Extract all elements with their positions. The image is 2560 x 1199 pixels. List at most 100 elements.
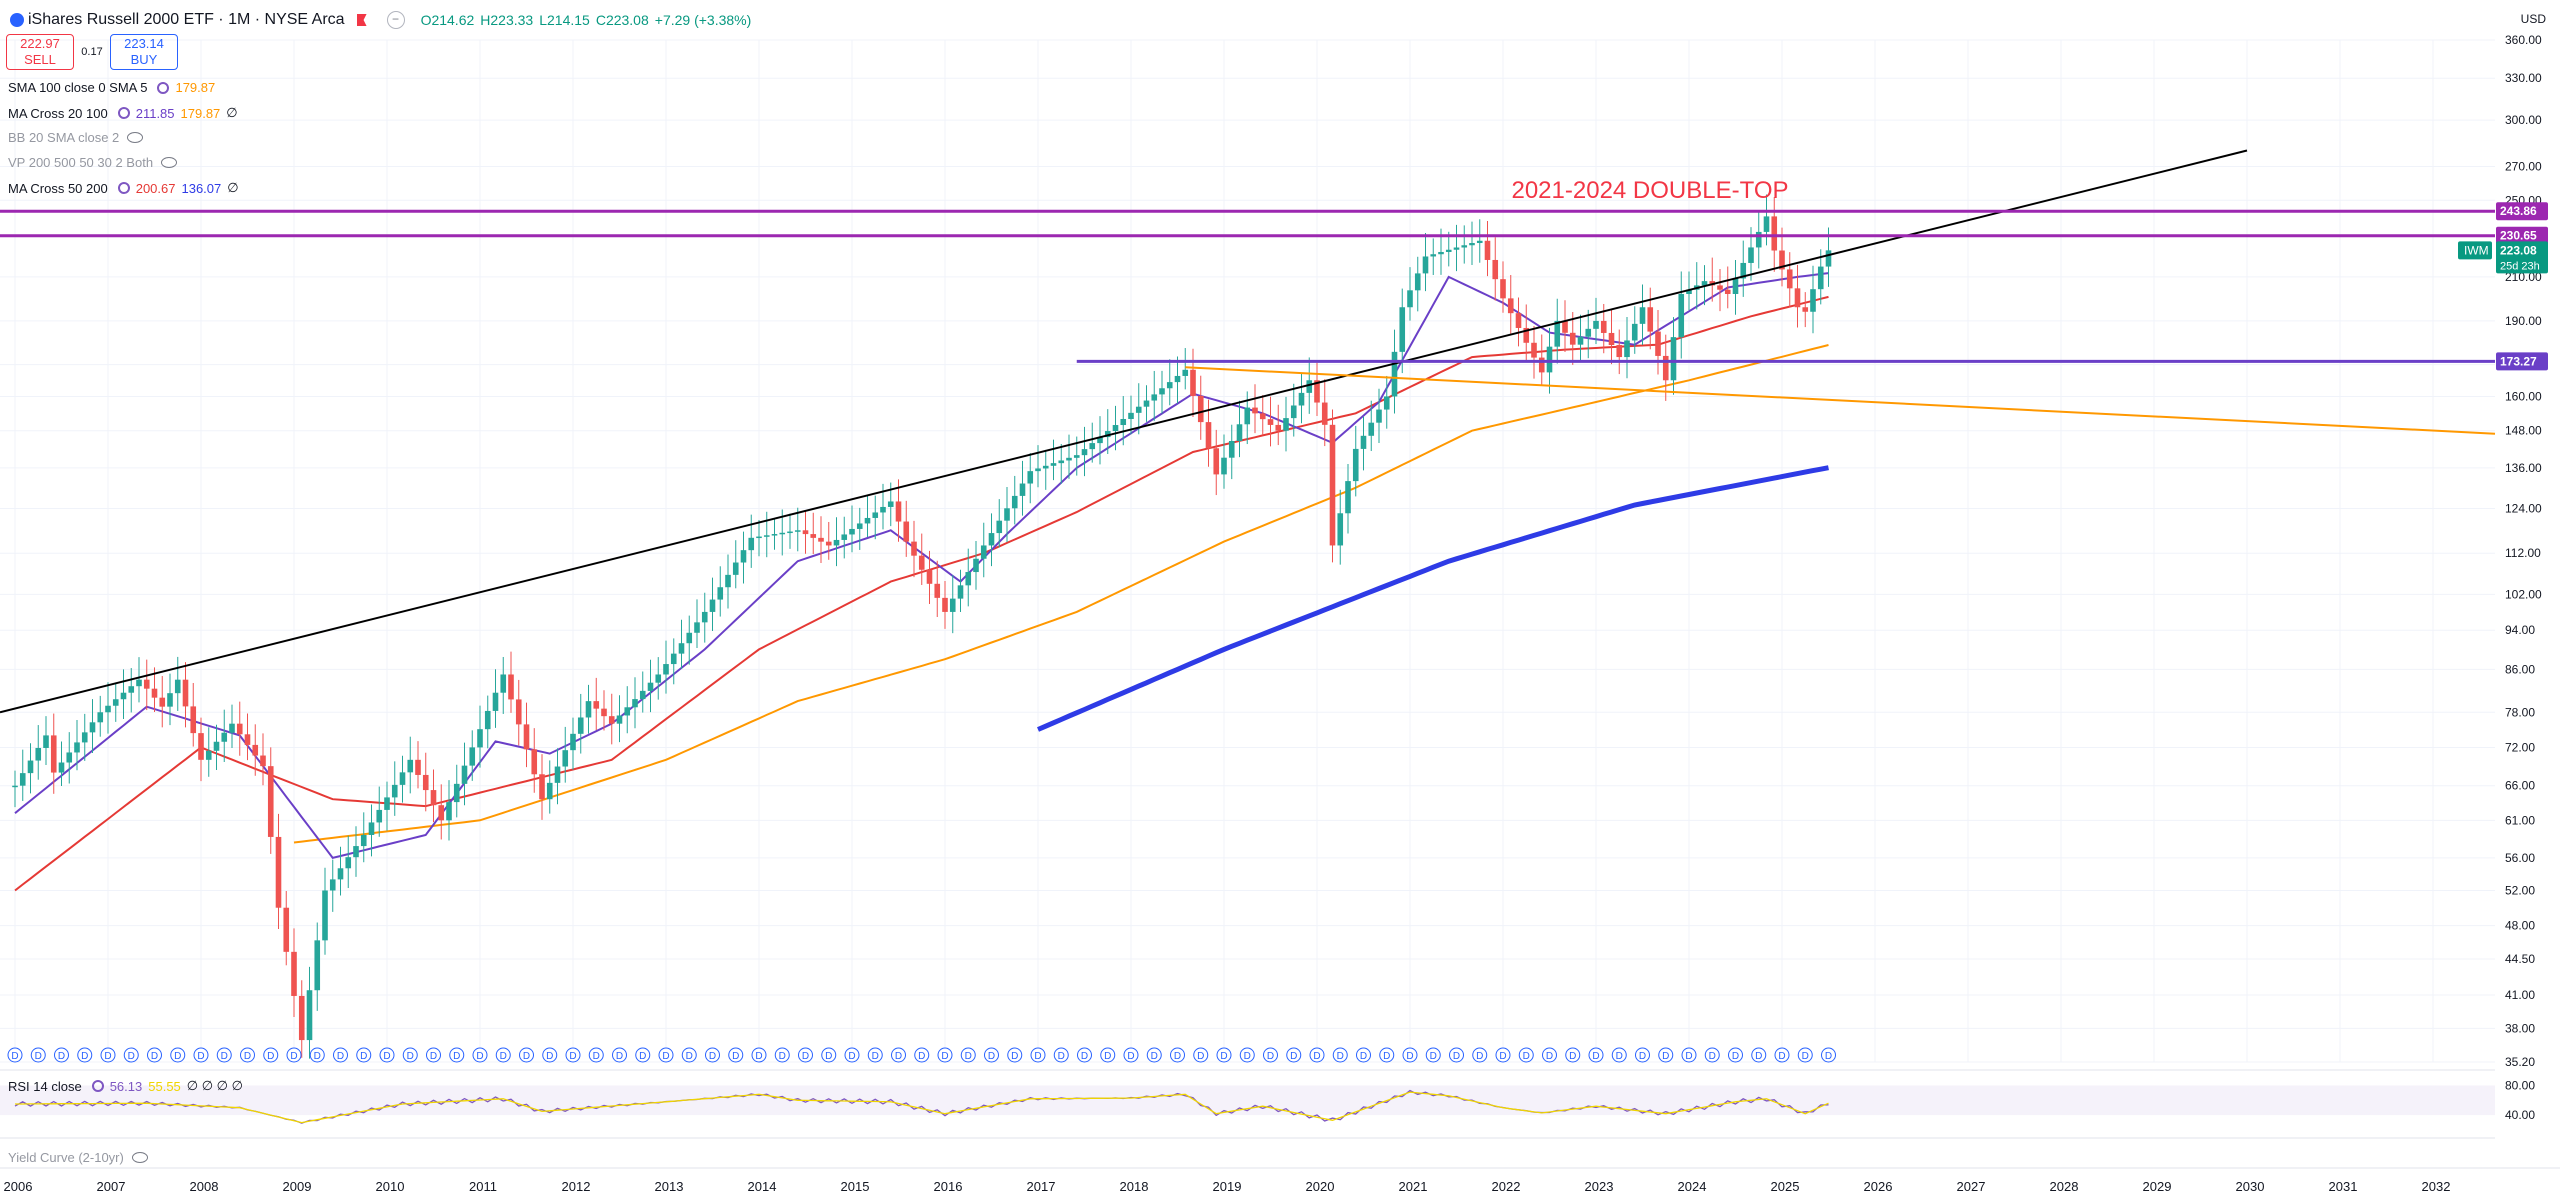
symbol-title[interactable]: iShares Russell 2000 ETF · 1M · NYSE Arc…	[28, 11, 345, 28]
candle-body	[1569, 332, 1576, 345]
dividend-marker	[937, 1047, 953, 1063]
candle-body	[1135, 406, 1142, 413]
dividend-marker	[1658, 1047, 1674, 1063]
candle-body	[391, 784, 398, 798]
candle-body	[903, 521, 910, 542]
time-tick-label: 2007	[97, 1179, 126, 1194]
time-tick-label: 2009	[283, 1179, 312, 1194]
currency-label[interactable]: USD	[2520, 12, 2546, 26]
settings-icon[interactable]	[117, 182, 130, 194]
candle-body	[112, 699, 119, 706]
candle-body	[647, 682, 654, 691]
dividend-marker	[728, 1047, 744, 1063]
yield-curve-legend[interactable]: Yield Curve (2-10yr)	[8, 1150, 148, 1165]
candle-body	[50, 735, 57, 773]
candle-body	[430, 790, 437, 806]
candle-body	[1445, 249, 1452, 252]
dividend-marker-label: D	[1337, 1051, 1344, 1062]
dividend-marker	[472, 1047, 488, 1063]
rsi-pane: 80.00 40.00	[0, 1069, 2535, 1139]
price-tick-label: 61.00	[2505, 813, 2535, 827]
sell-button[interactable]: 222.97 SELL	[6, 34, 74, 70]
candle-body	[1391, 351, 1398, 397]
time-tick-label: 2024	[1678, 1179, 1707, 1194]
settings-icon[interactable]	[117, 107, 130, 119]
dividend-marker-label: D	[662, 1051, 669, 1062]
dividend-marker-label: D	[407, 1051, 414, 1062]
time-tick-label: 2025	[1771, 1179, 1800, 1194]
minus-icon[interactable]: −	[386, 11, 405, 29]
rsi-legend[interactable]: RSI 14 close 56.13 55.55 ∅ ∅ ∅ ∅	[8, 1078, 243, 1094]
price-tick-label: 52.00	[2505, 883, 2535, 897]
candle-body	[1321, 402, 1328, 425]
time-tick-label: 2030	[2236, 1179, 2265, 1194]
candle-body	[585, 701, 592, 718]
hidden-eye-icon[interactable]	[131, 1152, 148, 1163]
hidden-eye-icon[interactable]	[127, 132, 144, 143]
candle-body	[1484, 240, 1491, 260]
dividend-marker-label: D	[523, 1051, 530, 1062]
price-tick-label: 300.00	[2505, 113, 2542, 127]
candle-body	[1042, 465, 1049, 469]
time-axis[interactable]: 2006 2007 2008 2009 2010 2011 2012 2013 2014 2015…	[0, 1167, 2560, 1194]
price-axis[interactable]: 360.00330.00300.00270.00250.00210.00190.…	[2458, 33, 2548, 1069]
dividend-marker	[774, 1047, 790, 1063]
dividend-marker	[1402, 1047, 1418, 1063]
candle-body	[81, 732, 88, 743]
candle-body	[1515, 313, 1522, 328]
candle-body	[864, 517, 871, 524]
dividend-marker-label: D	[1569, 1051, 1576, 1062]
indicator-ma-cross-50-200[interactable]: MA Cross 50 200 200.67 136.07 ∅	[8, 180, 239, 196]
candle-body	[244, 734, 251, 745]
orange-trend-line	[1185, 366, 2496, 435]
candle-body	[732, 562, 739, 575]
candle-body	[453, 783, 460, 803]
dividend-marker-label: D	[11, 1051, 18, 1062]
candle-body	[1306, 380, 1313, 393]
candle-body	[554, 766, 561, 783]
candle-body	[701, 611, 708, 623]
settings-icon[interactable]	[157, 81, 170, 94]
candle-body	[1531, 342, 1537, 358]
candle-body	[1197, 395, 1204, 423]
indicator-bollinger[interactable]: BB 20 SMA close 2	[8, 130, 144, 145]
candle-body	[1166, 382, 1173, 389]
dividend-marker-label: D	[1430, 1051, 1437, 1062]
candle-body	[1112, 425, 1119, 432]
candle-body	[120, 692, 127, 700]
flag-icon[interactable]	[356, 14, 367, 26]
candle-body	[66, 752, 73, 763]
settings-icon[interactable]	[91, 1080, 104, 1092]
candle-body	[949, 598, 956, 612]
hidden-eye-icon[interactable]	[161, 157, 178, 168]
candle-body	[748, 537, 755, 551]
candle-body	[43, 735, 49, 748]
dividend-marker-label: D	[337, 1051, 344, 1062]
dividend-marker	[1681, 1047, 1697, 1063]
dividend-marker-label: D	[802, 1051, 809, 1062]
dividend-marker	[495, 1047, 511, 1063]
candle-body	[1453, 247, 1460, 250]
candle-body	[1639, 307, 1646, 324]
dividend-marker-label: D	[732, 1051, 739, 1062]
candle-body	[136, 679, 142, 687]
price-tick-label: 160.00	[2505, 389, 2542, 403]
candle-body	[1174, 375, 1181, 383]
candle-body	[1678, 293, 1685, 338]
candle-body	[1368, 422, 1375, 436]
rsi-tick-label: 40.00	[2505, 1108, 2535, 1122]
price-tick-label: 112.00	[2505, 546, 2541, 560]
buy-button[interactable]: 223.14 BUY	[110, 34, 178, 70]
dividend-marker	[681, 1047, 697, 1063]
dividend-marker	[1309, 1047, 1325, 1063]
dividend-marker-label: D	[476, 1051, 483, 1062]
price-tick-label: 78.00	[2505, 705, 2535, 719]
dividend-marker-label: D	[1825, 1051, 1832, 1062]
candle-body	[1438, 251, 1444, 255]
indicator-ma-cross-20-100[interactable]: MA Cross 20 100 211.85 179.87 ∅	[8, 105, 238, 121]
indicator-sma100[interactable]: SMA 100 close 0 SMA 5 179.87	[8, 80, 216, 95]
candle-body	[1624, 340, 1630, 358]
candle-body	[988, 533, 995, 546]
indicator-volume-profile[interactable]: VP 200 500 50 30 2 Both	[8, 155, 178, 170]
